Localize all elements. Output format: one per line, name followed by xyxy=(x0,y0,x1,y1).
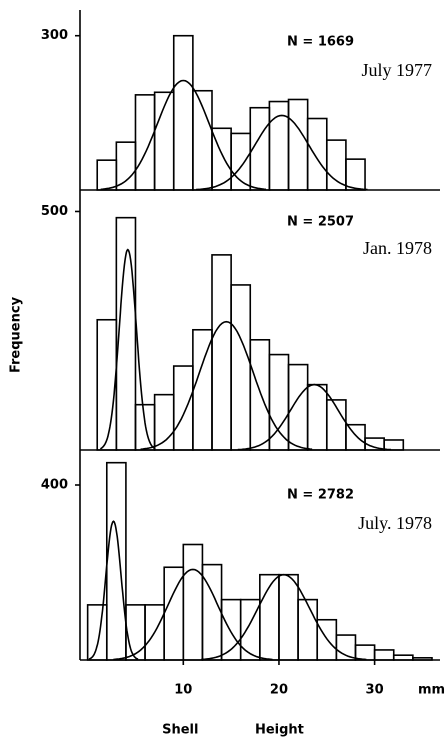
fit-curve xyxy=(237,383,391,451)
annotation: N = 1669 xyxy=(287,35,354,50)
histogram-bar xyxy=(115,141,137,191)
histogram-bar xyxy=(373,649,395,661)
annotation: N = 2507 xyxy=(287,215,354,230)
subtitle: July. 1978 xyxy=(358,513,432,533)
x-tick-label: 20 xyxy=(270,683,288,698)
histogram-bar xyxy=(182,543,204,661)
fit-curve xyxy=(196,114,368,191)
histogram-bar xyxy=(211,254,232,451)
histogram-bar xyxy=(306,117,328,191)
histogram-bar xyxy=(392,654,414,661)
fit-curve xyxy=(140,320,313,450)
histogram-bar xyxy=(325,139,347,191)
y-tick-label: 500 xyxy=(41,204,68,219)
x-unit: mm xyxy=(418,683,445,698)
histogram-bar xyxy=(125,604,146,661)
histogram-bar xyxy=(230,284,252,451)
histogram-bar xyxy=(306,383,328,451)
histogram-bar xyxy=(172,34,194,191)
fit-curve xyxy=(88,520,139,660)
histogram-bar xyxy=(268,100,290,191)
histogram-bar xyxy=(96,318,118,451)
subtitle: Jan. 1978 xyxy=(363,238,432,258)
histogram-bar xyxy=(220,598,242,661)
histogram-bar xyxy=(134,94,156,191)
histogram-bar xyxy=(354,644,376,661)
histogram-bar xyxy=(335,634,357,661)
annotation: N = 2782 xyxy=(287,488,354,503)
fit-curve xyxy=(201,573,367,661)
y-tick-label: 400 xyxy=(41,478,68,493)
y-axis-label: Frequency xyxy=(9,296,24,373)
histogram-bar xyxy=(345,423,366,451)
histogram-bar xyxy=(345,158,366,191)
histogram-bar xyxy=(96,159,118,191)
x-tick-label: 30 xyxy=(366,683,384,698)
histogram-bar xyxy=(249,338,271,451)
subtitle: July 1977 xyxy=(361,60,432,80)
histogram-bar xyxy=(383,439,405,451)
fit-curve xyxy=(99,248,156,450)
histogram-bar xyxy=(105,461,127,661)
histogram-bar xyxy=(287,98,309,191)
x-tick-label: 10 xyxy=(174,683,192,698)
histogram-bar xyxy=(297,598,319,661)
fit-curve xyxy=(100,79,266,191)
histogram-bar xyxy=(115,216,137,451)
x-axis-label: Shell Height xyxy=(162,723,304,738)
histogram-bar xyxy=(278,573,299,661)
histogram-bar xyxy=(172,365,194,451)
y-tick-label: 300 xyxy=(41,28,68,43)
fit-curve xyxy=(113,568,273,661)
histogram-bar xyxy=(412,657,433,661)
histogram-bar xyxy=(86,604,108,661)
